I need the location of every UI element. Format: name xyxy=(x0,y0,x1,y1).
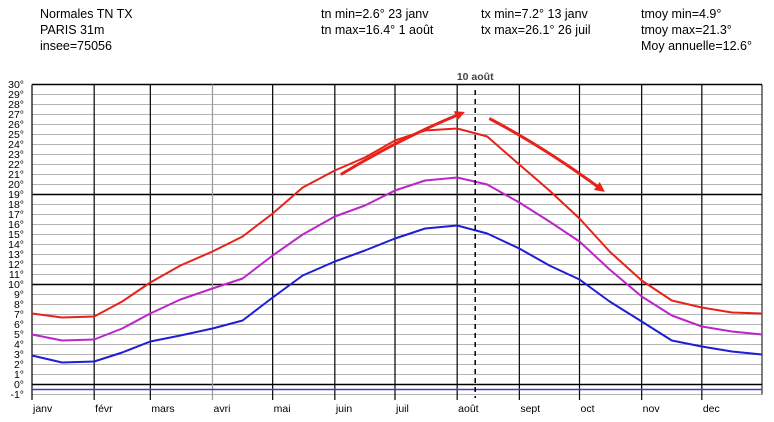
series xyxy=(31,127,763,391)
y-tick-label: 3° xyxy=(14,349,24,361)
y-tick-label: -1° xyxy=(10,389,24,401)
y-tick-label: 27° xyxy=(8,109,24,121)
series-line xyxy=(31,127,763,319)
header-station-name: PARIS 31m xyxy=(40,23,104,37)
grid xyxy=(31,83,763,400)
y-tick-label: 4° xyxy=(14,339,24,351)
trend-arrow xyxy=(340,111,465,176)
y-tick-label: 17° xyxy=(8,209,24,221)
month-label: juin xyxy=(335,403,353,415)
month-label: sept xyxy=(520,403,540,415)
month-label: oct xyxy=(581,403,595,415)
y-tick-label: 24° xyxy=(8,139,24,151)
month-label: nov xyxy=(643,403,661,415)
y-tick-label: 6° xyxy=(14,319,24,331)
header-station-title: Normales TN TX xyxy=(40,7,133,21)
header-tmoy-min: tmoy min=4.9° xyxy=(641,7,721,21)
month-label: mars xyxy=(151,403,174,415)
y-tick-label: 14° xyxy=(8,239,24,251)
series-line xyxy=(31,176,763,342)
header-annual-mean: Moy annuelle=12.6° xyxy=(641,39,752,53)
month-label: juil xyxy=(395,403,409,415)
month-label: avri xyxy=(213,403,230,415)
header-tx-min: tx min=7.2° 13 janv xyxy=(481,7,589,21)
y-tick-label: 12° xyxy=(8,259,24,271)
y-tick-label: 18° xyxy=(8,199,24,211)
month-label: dec xyxy=(703,403,720,415)
header-tn-max: tn max=16.4° 1 août xyxy=(321,23,434,37)
series-line xyxy=(31,224,763,364)
y-tick-label: 10° xyxy=(8,279,24,291)
y-tick-label: 1° xyxy=(14,369,24,381)
y-tick-label: 0° xyxy=(14,379,24,391)
month-label: mai xyxy=(274,403,291,415)
annotation-label: 10 août xyxy=(457,71,494,83)
trend-arrow xyxy=(488,117,605,192)
y-tick-label: 19° xyxy=(8,189,24,201)
header-tn-min: tn min=2.6° 23 janv xyxy=(321,7,429,21)
y-tick-label: 11° xyxy=(9,269,24,281)
y-tick-label: 7° xyxy=(14,309,24,321)
y-tick-label: 26° xyxy=(8,119,24,131)
y-tick-label: 9° xyxy=(14,289,24,301)
month-label: janv xyxy=(32,403,53,415)
y-tick-label: 29° xyxy=(8,89,24,101)
y-tick-label: 28° xyxy=(8,99,24,111)
y-tick-label: 2° xyxy=(14,359,24,371)
y-tick-label: 23° xyxy=(8,149,24,161)
header-insee-code: insee=75056 xyxy=(40,39,112,53)
month-label: févr xyxy=(95,403,113,415)
chart-header: Normales TN TX PARIS 31m insee=75056 tn … xyxy=(40,7,752,53)
annotations: 10 août xyxy=(340,71,605,398)
x-month-labels: janv févr mars avri mai juin juil août sept oct no… xyxy=(32,403,720,415)
y-tick-label: 15° xyxy=(8,229,24,241)
header-tmoy-max: tmoy max=21.3° xyxy=(641,23,732,37)
y-tick-label: 13° xyxy=(8,249,24,261)
y-tick-label: 25° xyxy=(8,129,24,141)
y-tick-label: 8° xyxy=(14,299,24,311)
y-tick-label: 30° xyxy=(8,79,24,91)
y-tick-label: 22° xyxy=(8,159,24,171)
header-tx-max: tx max=26.1° 26 juil xyxy=(481,23,591,37)
y-tick-label: 20° xyxy=(8,179,24,191)
y-tick-label: 16° xyxy=(8,219,24,231)
y-tick-labels: -1°0°1°2°3°4°5°6°7°8°9°10°11°12°13°14°15… xyxy=(8,79,24,401)
y-tick-label: 5° xyxy=(14,329,24,341)
y-tick-label: 21° xyxy=(8,169,24,181)
month-label: août xyxy=(458,403,479,415)
